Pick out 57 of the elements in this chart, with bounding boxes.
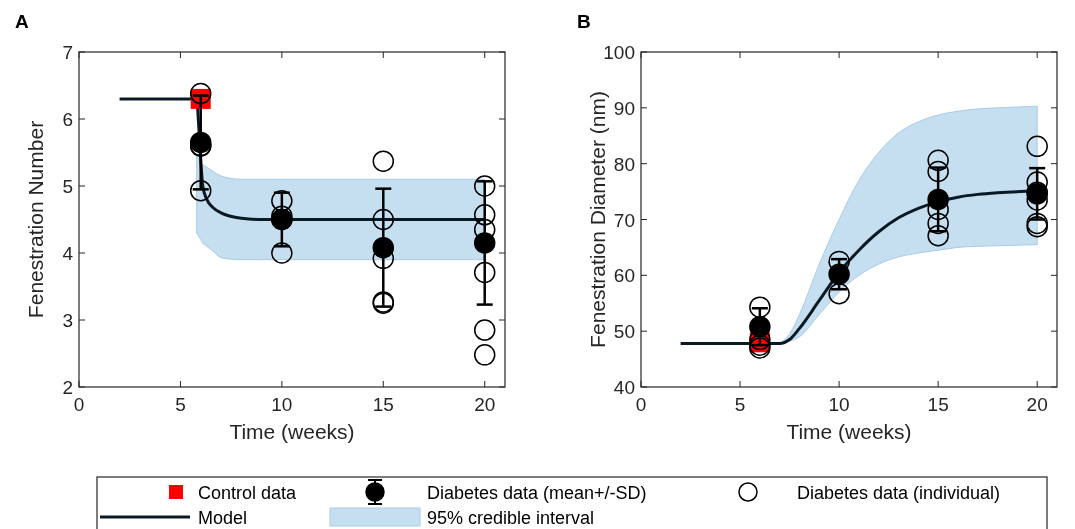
point [372,236,395,259]
y-axis-title: Fenestration Number [24,120,47,319]
y-tick-label: 90 [613,97,635,119]
y-tick-label: 60 [613,265,635,287]
point [473,319,496,341]
y-tick-label: 80 [613,153,635,175]
point [271,189,293,212]
chart-title: B [577,11,591,32]
point [271,242,293,264]
point [749,296,771,318]
y-tick-label: 5 [62,176,73,197]
legend-label: Diabetes data (mean+/-SD) [427,483,647,503]
point [927,160,949,183]
point [189,82,212,105]
y-tick-label: 6 [62,109,73,130]
legend-label: Model [198,508,248,528]
legend-label: Diabetes data (individual) [797,483,1001,503]
y-tick-label: 50 [613,321,635,343]
point [473,232,496,254]
point [927,149,949,172]
point [473,204,496,226]
point [372,150,395,172]
y-tick-label: 7 [62,42,73,63]
point [828,263,850,285]
x-tick-label: 5 [175,394,186,415]
x-axis-title: Time (weeks) [786,420,912,443]
point [473,344,496,366]
y-tick-label: 40 [613,377,635,398]
x-tick-label: 20 [1026,394,1048,415]
y-tick-label: 4 [62,243,74,264]
point [927,224,949,247]
point [473,175,496,197]
x-axis-title: Time (weeks) [229,420,355,443]
x-tick-label: 15 [372,394,394,415]
legend-label: Control data [198,483,298,503]
x-tick-label: 5 [734,394,746,415]
y-tick-label: 70 [613,209,635,231]
x-tick-label: 10 [828,394,850,415]
x-tick-label: 0 [73,394,85,415]
point [927,212,949,235]
point [189,179,212,202]
text: 95% credible interval [427,508,595,528]
x-tick-label: 0 [635,394,647,415]
y-tick-label: 2 [62,377,73,398]
x-tick-label: 10 [271,394,293,415]
point [828,283,850,305]
y-tick-label: 100 [603,42,635,63]
y-tick-label: 3 [62,310,73,331]
point [749,315,771,338]
point [372,208,395,231]
point [1026,135,1048,158]
x-tick-label: 20 [474,394,496,415]
point [473,261,496,284]
chart-title: A [15,11,29,32]
y-axis-title: Fenestration Diameter (nm) [586,91,609,348]
x-tick-label: 15 [927,394,949,415]
point [927,188,949,211]
